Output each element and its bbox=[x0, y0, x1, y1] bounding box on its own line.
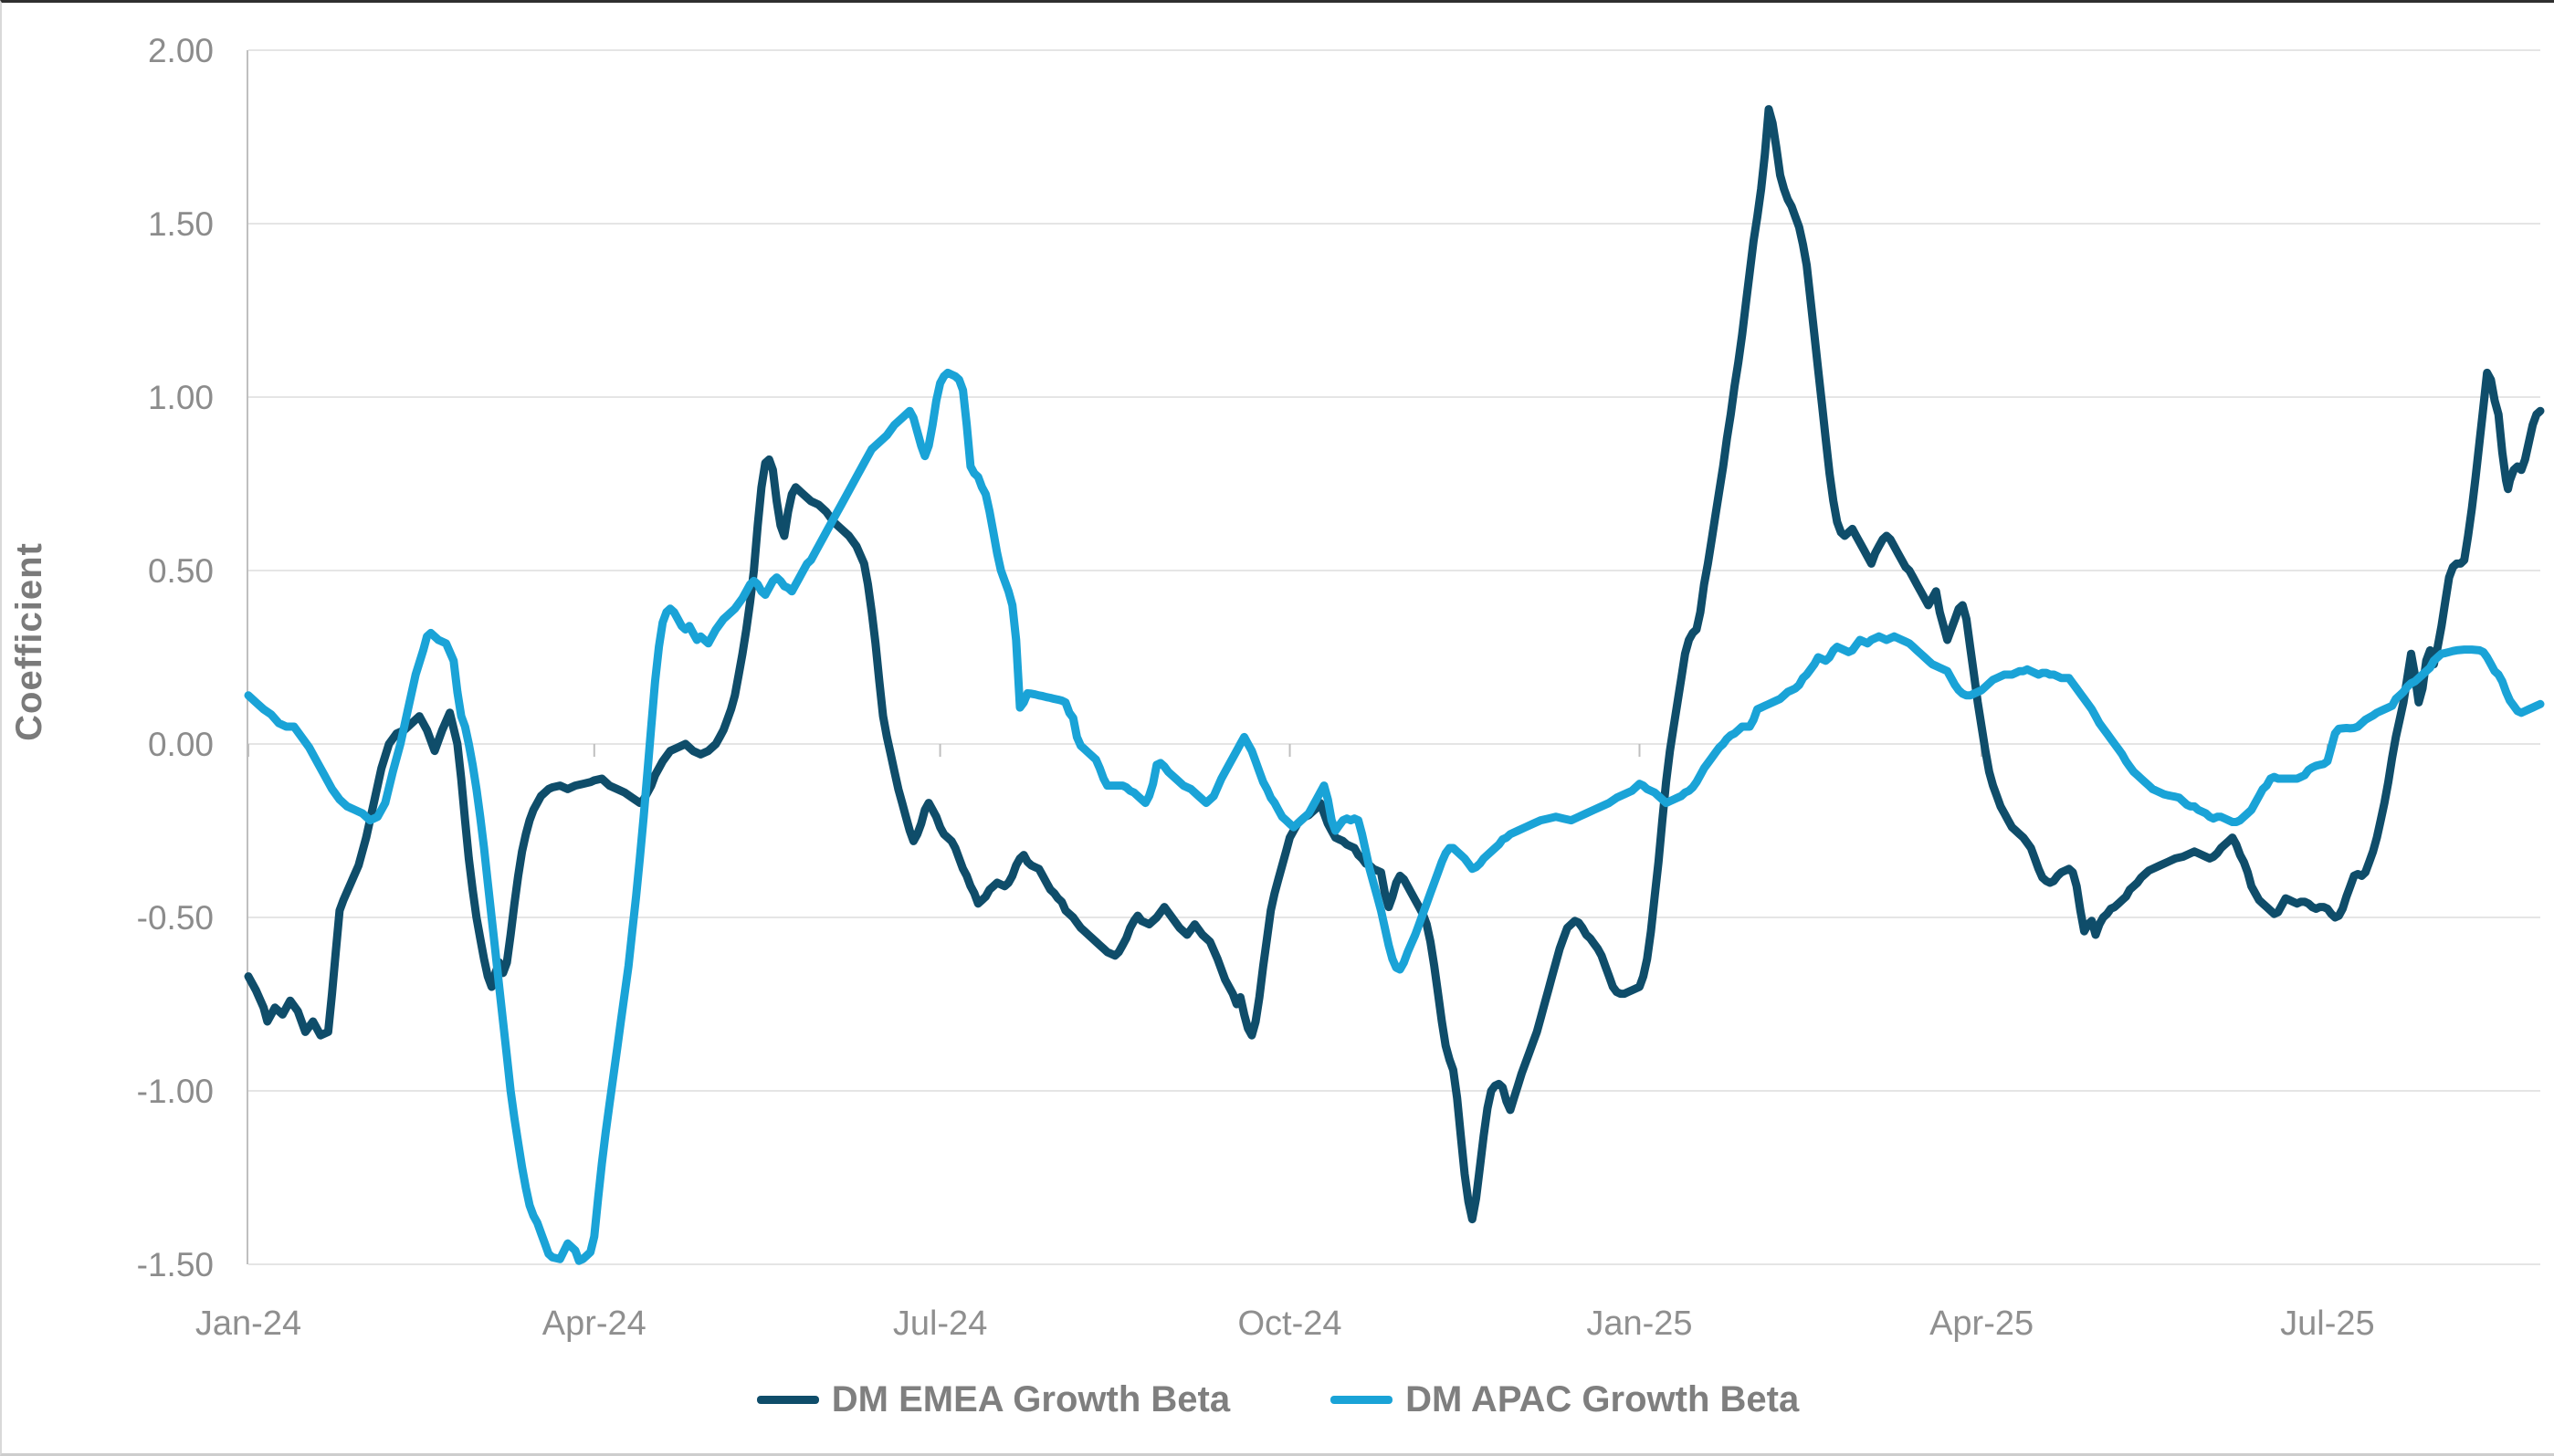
y-tick-label: 1.00 bbox=[147, 379, 214, 416]
y-tick-label: -1.50 bbox=[136, 1246, 214, 1283]
x-tick-label: Oct-24 bbox=[1237, 1304, 1342, 1343]
apac-line-swatch bbox=[1330, 1396, 1393, 1404]
x-tick-label: Apr-24 bbox=[541, 1304, 646, 1343]
y-tick-label: 1.50 bbox=[147, 205, 214, 243]
legend-label-apac: DM APAC Growth Beta bbox=[1405, 1379, 1800, 1419]
x-tick-label: Jul-25 bbox=[2280, 1304, 2375, 1343]
legend-item-apac: DM APAC Growth Beta bbox=[1330, 1379, 1799, 1420]
legend-label-emea: DM EMEA Growth Beta bbox=[831, 1379, 1231, 1419]
x-tick-label: Jan-25 bbox=[1586, 1304, 1693, 1343]
y-tick-label: 2.00 bbox=[147, 32, 214, 69]
legend-item-emea: DM EMEA Growth Beta bbox=[756, 1379, 1231, 1420]
y-axis-title: Coefficient bbox=[9, 542, 49, 741]
emea-line-swatch bbox=[756, 1396, 819, 1404]
x-tick-label: Jul-24 bbox=[892, 1304, 988, 1343]
emea-beta-line bbox=[244, 105, 2545, 1224]
y-tick-label: 0.00 bbox=[147, 726, 214, 763]
x-tick-label: Apr-25 bbox=[1929, 1304, 2034, 1343]
chart-legend: DM EMEA Growth Beta DM APAC Growth Beta bbox=[2, 1379, 2554, 1420]
y-tick-label: -0.50 bbox=[136, 899, 214, 937]
line-chart-canvas bbox=[244, 49, 2545, 1265]
apac-beta-line bbox=[244, 368, 2545, 1265]
y-tick-label: -1.00 bbox=[136, 1073, 214, 1110]
y-tick-label: 0.50 bbox=[147, 552, 214, 590]
x-tick-label: Jan-24 bbox=[194, 1304, 302, 1343]
